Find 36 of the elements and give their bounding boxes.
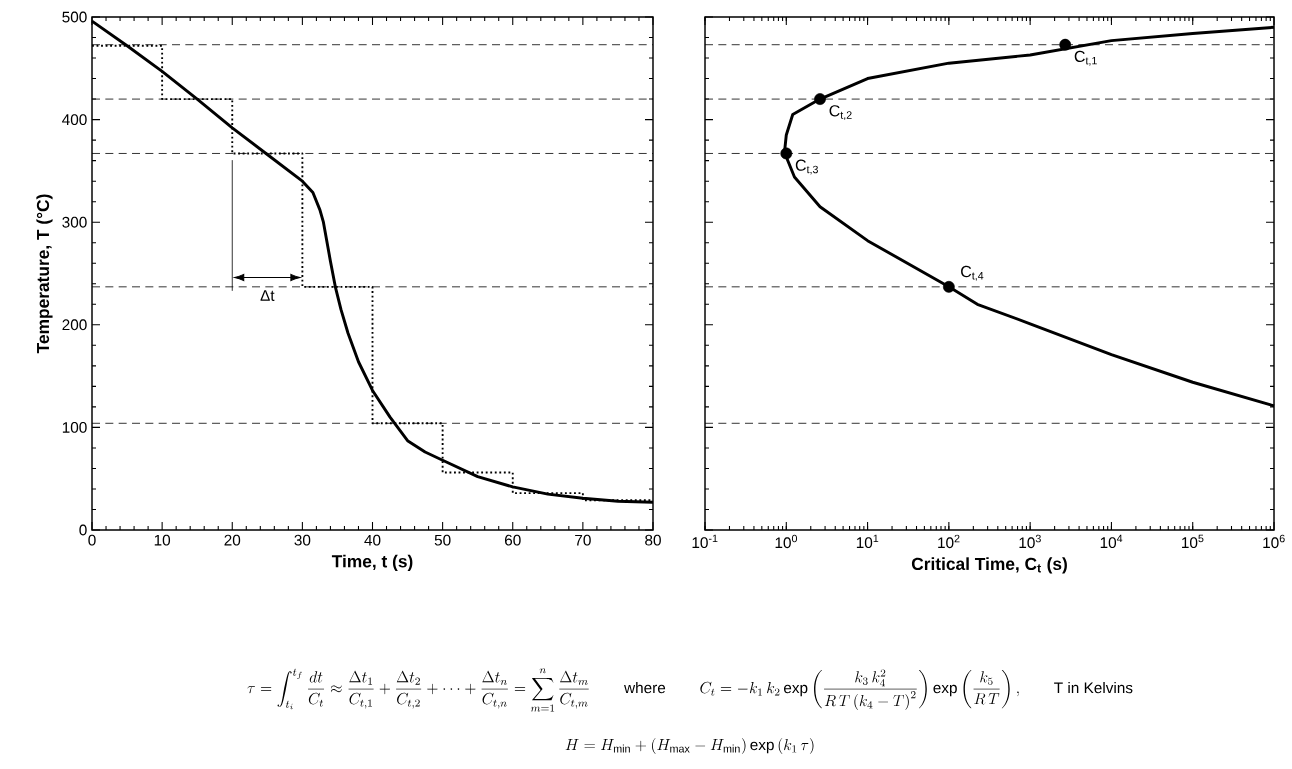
x-tick-label: 50 [434, 534, 451, 546]
x-tick-label: 40 [364, 534, 381, 546]
annotation: C$_{t,2}$ [829, 105, 852, 121]
y-axis-title: Temperature, T (°C) [36, 194, 53, 354]
y-tick-label: 100 [62, 421, 87, 433]
annotation: C$_{t,3}$ [795, 159, 818, 175]
x-tick-label: 10$^{2}$ [938, 534, 960, 549]
text: T in Kelvins [1054, 681, 1133, 694]
annotation: C$_{t,1}$ [1074, 50, 1097, 66]
x-tick-label: 10 [154, 534, 171, 546]
text: $H = H_{\min} + \left(H_{\max} - H_{\min}\right) \exp\left(k_1\,\tau\right)$ [565, 738, 814, 755]
text: where [624, 681, 666, 694]
x-tick-label: 10$^{4}$ [1100, 534, 1123, 549]
x-tick-label: 20 [224, 534, 241, 546]
x-tick-label: 80 [645, 534, 661, 546]
y-tick-label: 400 [62, 114, 87, 126]
x-tick-label: 10$^{6}$ [1263, 534, 1285, 549]
y-tick-label: 500 [62, 11, 87, 23]
y-tick-label: 200 [62, 319, 87, 331]
annotation: C$_{t,4}$ [961, 265, 984, 281]
y-tick-label: 0 [79, 524, 87, 536]
text: $C_t = -k_1\,k_2 \exp\left(\frac{k_3\,k_4^2}{R\,T\left(k_4 - T\right)^2}\right) \exp\left(\frac{k_5}{R\,T}\right),$ [700, 669, 1019, 710]
x-tick-label: 10$^{5}$ [1182, 534, 1204, 549]
x-tick-label: 0 [88, 534, 96, 546]
y-tick-label: 300 [62, 216, 87, 228]
x-tick-label: 10$^{3}$ [1019, 534, 1041, 549]
x-axis-title: Critical Time, C$_{t}$ (s) [911, 557, 1067, 574]
x-tick-label: 30 [294, 534, 311, 546]
x-tick-label: 60 [504, 534, 521, 546]
x-tick-label: 10$^{0}$ [775, 534, 798, 549]
text: $\tau = \int_{t_i}^{t_f} \frac{dt}{C_t} \approx \frac{\Delta t_1}{C_{t,1}} + \frac{\Delta t_2}{C_{t,2}} + \cdots + \frac{\Delta t_n}{C_{t,n}} = \sum_{m=1}^{n} \frac{\Delta t_m}{C_{t,m}}$ [247, 668, 589, 712]
x-tick-label: 70 [575, 534, 591, 546]
x-tick-label: 10$^{1}$ [856, 534, 879, 549]
x-axis-title: Time, t (s) [331, 554, 413, 571]
annotation: Δt [260, 290, 275, 301]
x-tick-label: 10$^{-1}$ [692, 534, 718, 549]
